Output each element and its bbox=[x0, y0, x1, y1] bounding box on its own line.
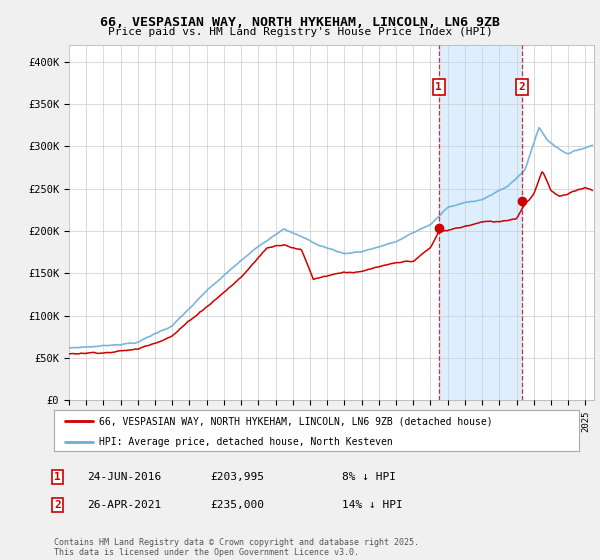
Bar bbox=[439, 45, 522, 400]
Text: 26-APR-2021: 26-APR-2021 bbox=[87, 500, 161, 510]
Text: 2: 2 bbox=[54, 500, 61, 510]
Text: £235,000: £235,000 bbox=[210, 500, 264, 510]
Text: HPI: Average price, detached house, North Kesteven: HPI: Average price, detached house, Nort… bbox=[98, 437, 392, 447]
Text: 14% ↓ HPI: 14% ↓ HPI bbox=[342, 500, 403, 510]
Text: 8% ↓ HPI: 8% ↓ HPI bbox=[342, 472, 396, 482]
Text: 24-JUN-2016: 24-JUN-2016 bbox=[87, 472, 161, 482]
Text: 2: 2 bbox=[518, 82, 526, 92]
Text: 1: 1 bbox=[54, 472, 61, 482]
Text: 66, VESPASIAN WAY, NORTH HYKEHAM, LINCOLN, LN6 9ZB (detached house): 66, VESPASIAN WAY, NORTH HYKEHAM, LINCOL… bbox=[98, 417, 492, 426]
Text: £203,995: £203,995 bbox=[210, 472, 264, 482]
Text: Price paid vs. HM Land Registry's House Price Index (HPI): Price paid vs. HM Land Registry's House … bbox=[107, 27, 493, 37]
Text: Contains HM Land Registry data © Crown copyright and database right 2025.
This d: Contains HM Land Registry data © Crown c… bbox=[54, 538, 419, 557]
Text: 1: 1 bbox=[436, 82, 442, 92]
Text: 66, VESPASIAN WAY, NORTH HYKEHAM, LINCOLN, LN6 9ZB: 66, VESPASIAN WAY, NORTH HYKEHAM, LINCOL… bbox=[100, 16, 500, 29]
